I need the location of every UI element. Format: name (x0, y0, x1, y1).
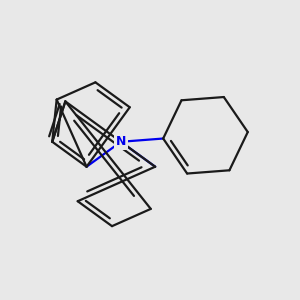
Text: N: N (116, 135, 126, 148)
